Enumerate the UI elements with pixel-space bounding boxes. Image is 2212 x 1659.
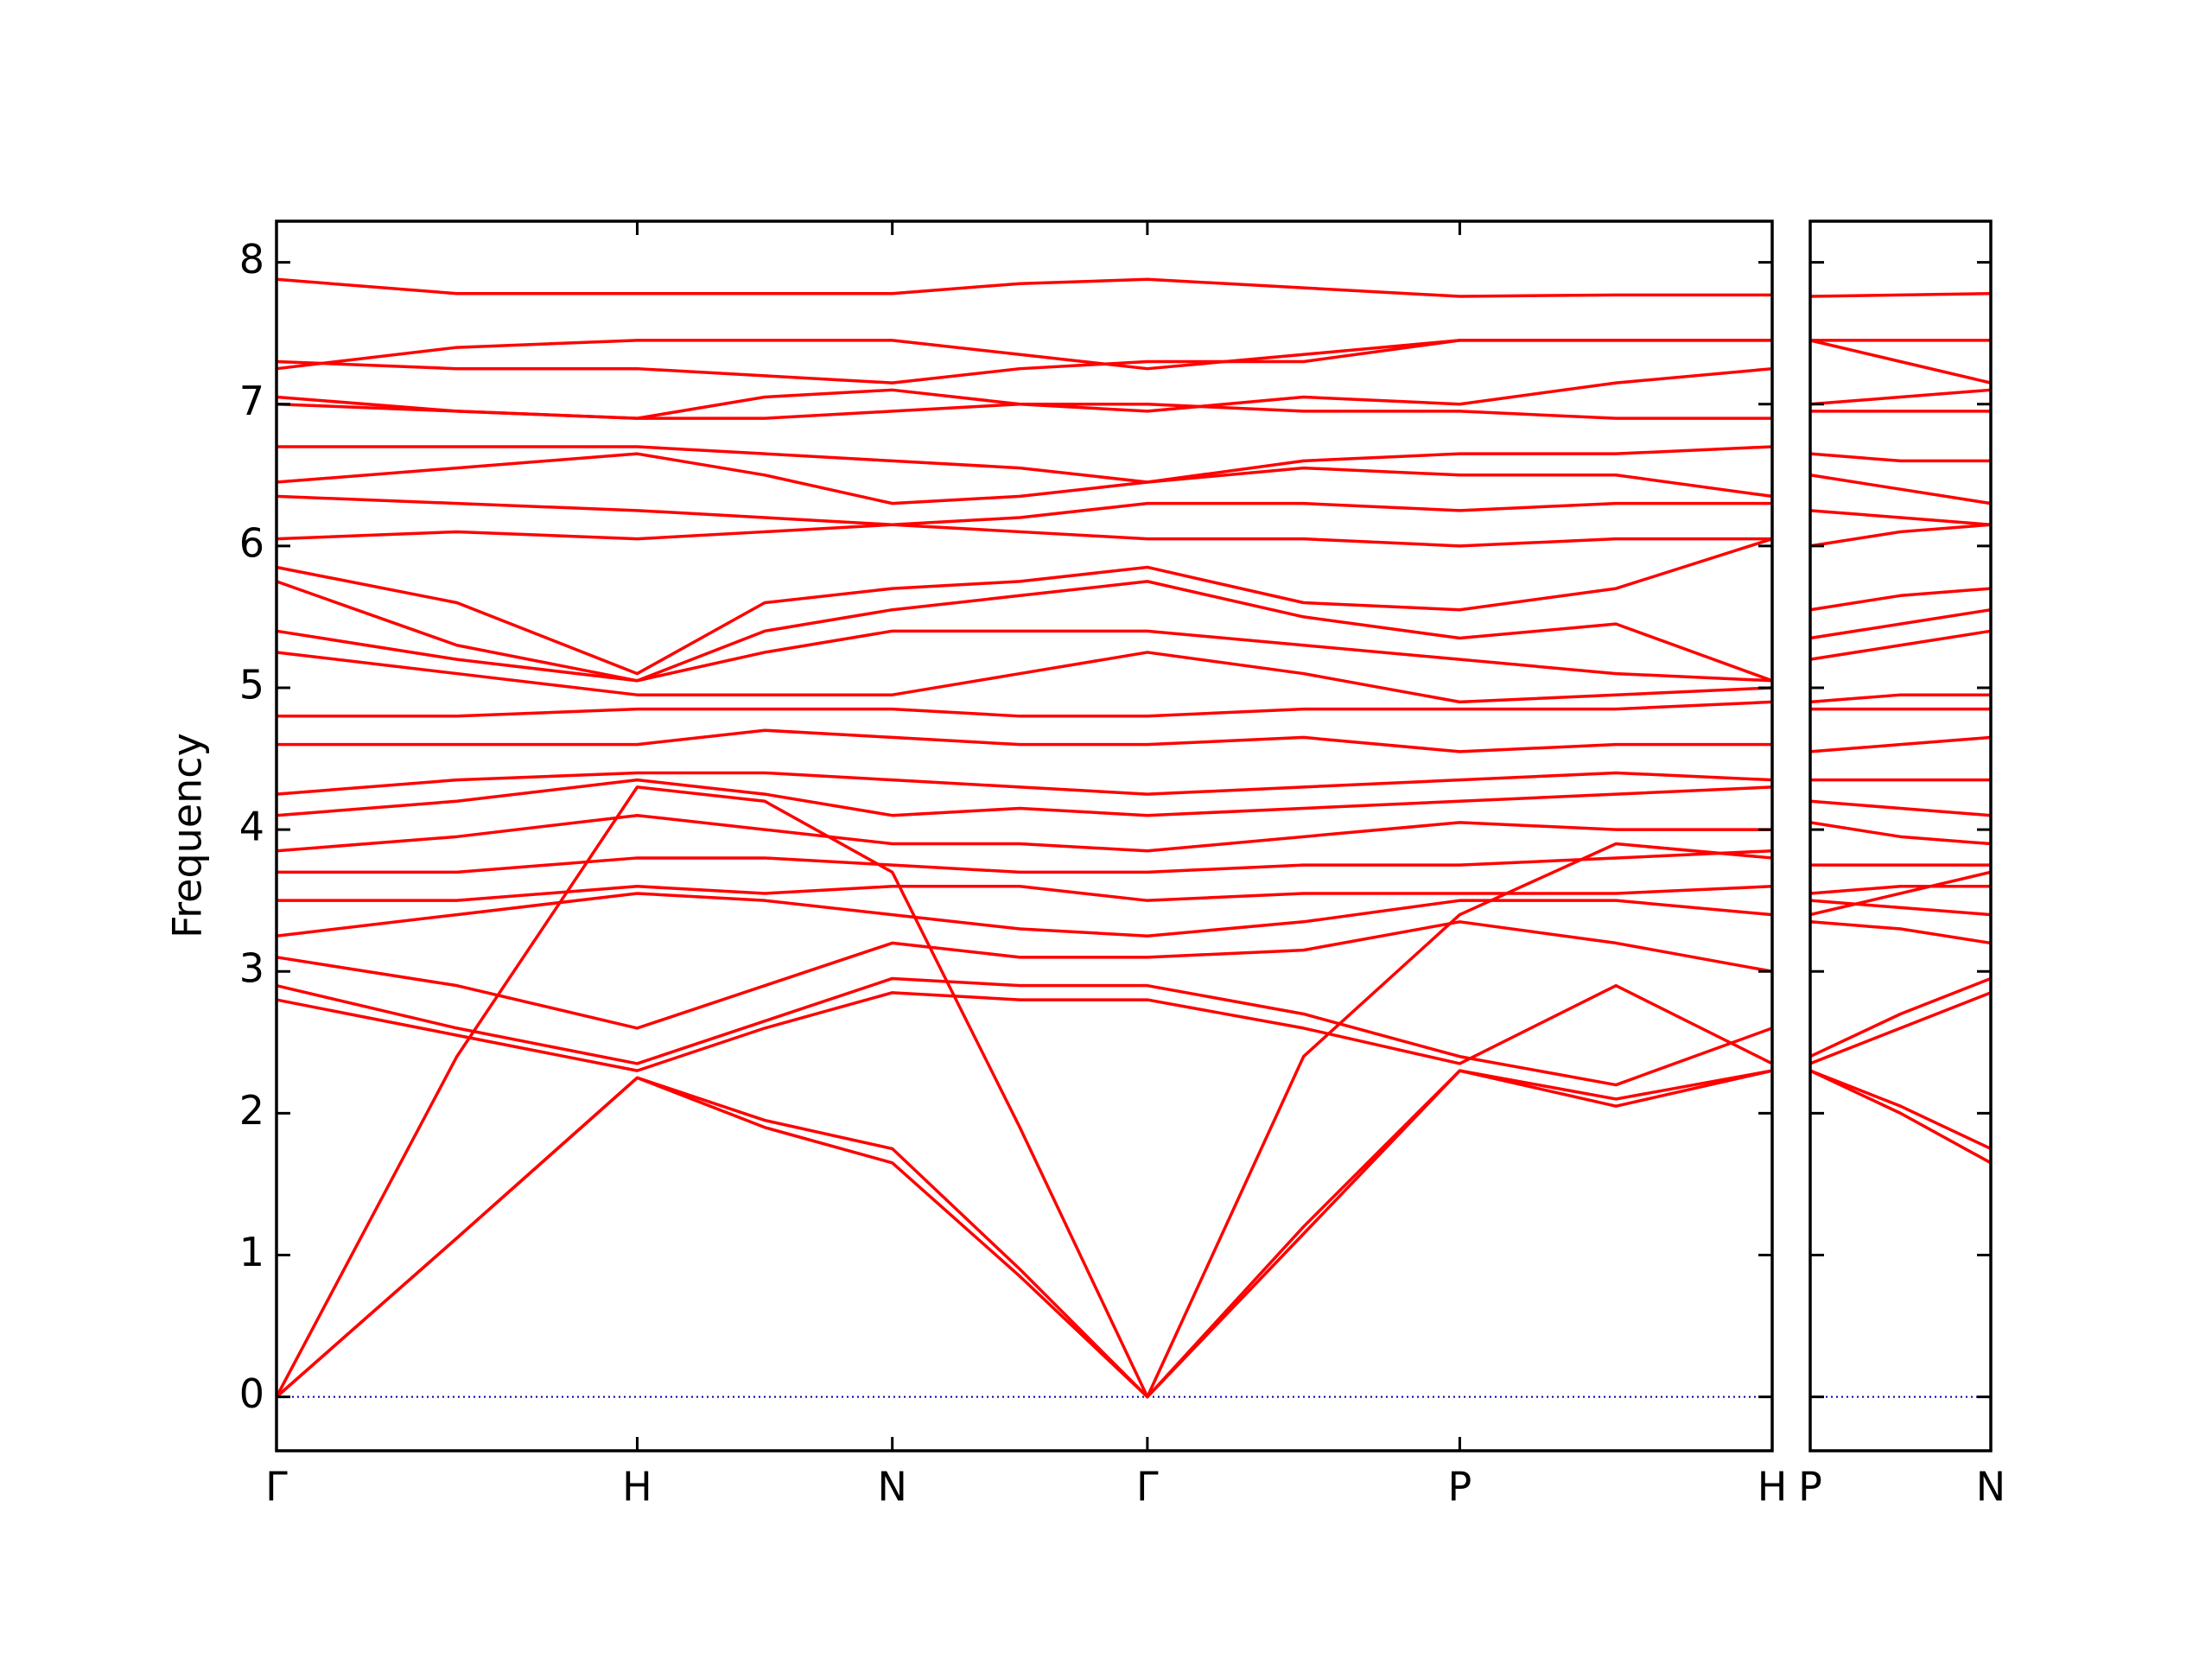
y-tick-label: 4 [239, 804, 264, 850]
band-line [1809, 920, 1992, 945]
x-tick-label: N [1976, 1464, 2005, 1510]
band-line [1809, 607, 1992, 640]
band-line [276, 402, 1772, 420]
band-line [1809, 870, 1992, 917]
band-line [1809, 821, 1992, 846]
band-line [276, 920, 1773, 1030]
band-line [276, 629, 1773, 683]
band-line [276, 651, 1773, 704]
band-line [1809, 388, 1992, 406]
band-line [276, 849, 1773, 874]
band-line [276, 976, 1773, 1087]
band-line [276, 771, 1773, 796]
band-line [276, 523, 1772, 548]
band-line [276, 277, 1772, 298]
band-line [1809, 1069, 1992, 1150]
band-line [275, 1069, 1773, 1399]
y-axis-label: Frequency [164, 733, 211, 938]
band-line [276, 445, 1773, 484]
x-tick-label: H [622, 1464, 652, 1510]
band-line [276, 885, 1773, 902]
band-line [1809, 629, 1992, 661]
y-tick-label: 8 [239, 236, 264, 283]
y-tick-label: 2 [239, 1087, 264, 1134]
band-line [276, 778, 1773, 817]
band-line [276, 366, 1773, 420]
band-line [276, 339, 1772, 385]
band-line [276, 813, 1772, 853]
band-line [276, 494, 1772, 526]
band-line [276, 728, 1772, 753]
band-line [1809, 1069, 1992, 1165]
x-tick-label: Γ [265, 1464, 288, 1510]
band-line [1809, 991, 1992, 1065]
band-line [1809, 452, 1991, 463]
band-line [276, 700, 1773, 718]
band-line [276, 537, 1773, 676]
band-line [1809, 799, 1992, 817]
band-line [276, 339, 1772, 371]
x-tick-label: P [1798, 1464, 1822, 1510]
band-line [275, 785, 1773, 1399]
band-line [276, 452, 1773, 505]
band-line [1809, 523, 1992, 548]
plot-frame [275, 219, 1774, 1452]
band-line [1809, 885, 1991, 895]
band-line [1809, 587, 1992, 612]
x-tick-label: Γ [1136, 1464, 1159, 1510]
x-tick-label: H [1758, 1464, 1788, 1510]
band-line [275, 1069, 1773, 1399]
y-tick-label: 0 [239, 1370, 264, 1417]
band-line [276, 580, 1773, 683]
x-tick-label: P [1448, 1464, 1472, 1510]
y-tick-label: 6 [239, 519, 264, 566]
band-line [276, 892, 1773, 938]
band-line [1809, 474, 1992, 505]
band-line [1809, 693, 1991, 704]
x-tick-label: N [877, 1464, 906, 1510]
band-line [1809, 899, 1992, 917]
band-line [1809, 291, 1992, 298]
band-line [1809, 339, 1992, 385]
band-line [276, 983, 1773, 1072]
y-tick-label: 1 [239, 1229, 264, 1275]
plot-frame [1808, 219, 1993, 1452]
y-tick-label: 7 [239, 378, 264, 424]
y-tick-label: 3 [239, 945, 264, 992]
band-line [1809, 976, 1992, 1058]
band-line [1809, 735, 1992, 753]
band-line [1809, 509, 1992, 526]
y-tick-label: 5 [239, 661, 264, 708]
